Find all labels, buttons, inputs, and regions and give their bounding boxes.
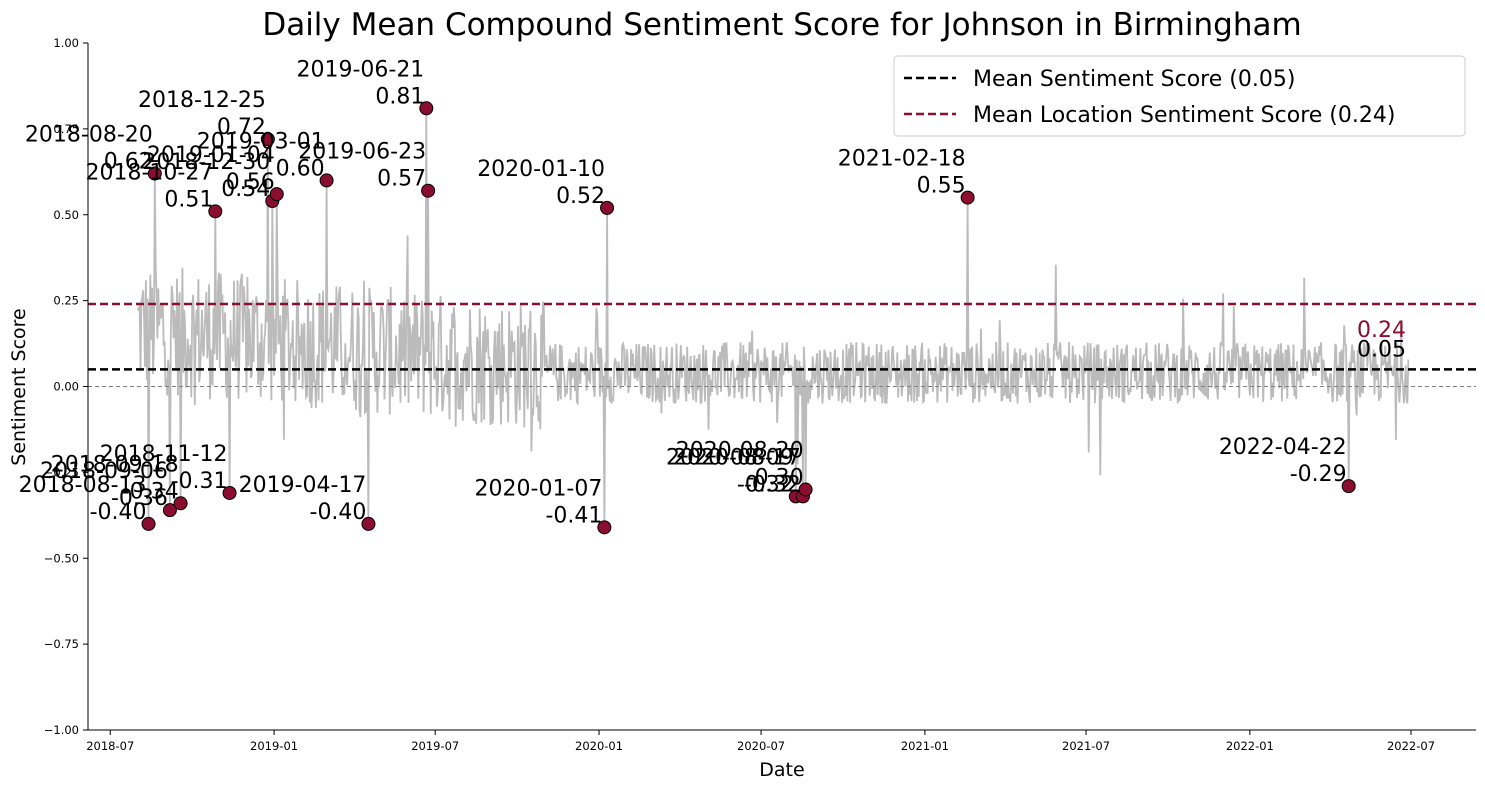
legend-box [893,55,1466,137]
y-tick-label: 0.25 [53,294,79,308]
highlight-point [597,520,612,535]
reference-line-value-label: 0.24 [1357,318,1406,343]
y-tick-label: −1.00 [44,723,79,737]
point-value-label: -0.32 [744,472,801,497]
highlight-point [147,166,162,181]
point-date-label: 2018-12-25 [138,88,266,113]
legend: Mean Sentiment Score (0.05) Mean Location… [893,55,1466,137]
point-date-label: 2020-08-17 [673,445,801,470]
point-value-label: 0.55 [917,174,966,199]
plot-area: 0.050.24 1.00 0.75 0.50 0.25 0.00 −0.25 −0.50 −0… [19,36,1476,753]
y-tick-label: 0.75 [53,122,79,136]
highlight-point [361,516,376,531]
point-value-label: -0.29 [1290,462,1347,487]
highlight-point [319,173,334,188]
y-axis-label: Sentiment Score [8,308,30,465]
point-value-label: 0.60 [276,156,325,181]
y-tick-label: −0.75 [44,637,79,651]
point-date-label: 2018-09-18 [51,452,179,477]
x-tick-label: 2021-01 [901,739,949,753]
point-value-label: -0.41 [545,503,602,528]
point-value-label: 0.72 [217,115,266,140]
point-date-label: 2019-04-17 [239,473,367,498]
point-value-label: 0.51 [164,187,213,212]
point-date-label: 2020-01-07 [475,476,603,501]
point-value-label: -0.40 [310,500,367,525]
point-date-label: 2018-08-20 [25,123,153,148]
point-date-label: 2019-06-23 [298,140,426,165]
x-tick-label: 2020-01 [575,739,623,753]
point-value-label: -0.36 [111,486,168,511]
point-value-label: -0.40 [90,500,147,525]
point-date-label: 2018-10-27 [85,160,213,185]
point-value-label: 0.81 [375,84,424,109]
x-axis-label: Date [759,759,804,781]
highlight-point [162,503,177,518]
highlight-point [208,204,223,219]
highlight-point [1341,479,1356,494]
daily-sentiment-series [137,108,1410,528]
highlight-point [419,101,434,116]
point-date-label: 2021-02-18 [838,147,966,172]
highlight-point [269,187,284,202]
point-value-label: 0.57 [377,167,426,192]
x-tick-label: 2021-07 [1062,739,1110,753]
x-tick-label: 2019-07 [411,739,459,753]
highlight-point [960,190,975,205]
highlight-point [798,482,813,497]
point-date-label: 2018-09-06 [40,459,168,484]
x-tick-label: 2018-07 [86,739,134,753]
point-value-label: -0.32 [737,472,794,497]
point-value-label: 0.54 [221,177,270,202]
point-date-label: 2020-01-10 [477,157,605,182]
point-value-label: -0.31 [171,469,228,494]
chart-title: Daily Mean Compound Sentiment Score for … [262,7,1301,43]
highlight-point [421,183,436,198]
y-tick-label: −0.50 [44,551,79,565]
point-value-label: 0.56 [226,170,275,195]
point-date-label: 2022-04-22 [1219,435,1347,460]
point-value-label: 0.62 [104,150,153,175]
point-value-label: -0.30 [747,466,804,491]
point-date-label: 2018-11-12 [100,442,228,467]
highlight-point [600,200,615,215]
highlight-point [141,516,156,531]
legend-entry: Mean Location Sentiment Score (0.24) [973,103,1395,128]
point-date-label: 2019-03-01 [197,129,325,154]
point-date-label: 2020-08-20 [676,439,804,464]
y-tick-label: 1.00 [53,36,79,50]
y-tick-label: 0.50 [53,208,79,222]
point-date-label: 2018-12-30 [142,150,270,175]
point-date-label: 2019-01-04 [147,143,275,168]
highlight-point [260,132,275,147]
x-tick-label: 2022-07 [1387,739,1435,753]
x-tick-label: 2022-01 [1226,739,1274,753]
y-tick-label: −0.25 [44,465,79,479]
point-date-label: 2019-06-21 [296,57,424,82]
point-value-label: 0.52 [556,184,605,209]
y-tick-label: 0.00 [53,380,79,394]
reference-line-value-label: 0.05 [1357,337,1406,362]
highlight-point [173,496,188,511]
highlight-point [222,485,237,500]
legend-entry: Mean Sentiment Score (0.05) [973,67,1295,92]
point-date-label: 2020-08-09 [666,445,794,470]
point-value-label: -0.34 [122,479,179,504]
x-tick-label: 2020-07 [737,739,785,753]
x-tick-label: 2019-01 [250,739,298,753]
point-date-label: 2018-08-13 [19,473,147,498]
